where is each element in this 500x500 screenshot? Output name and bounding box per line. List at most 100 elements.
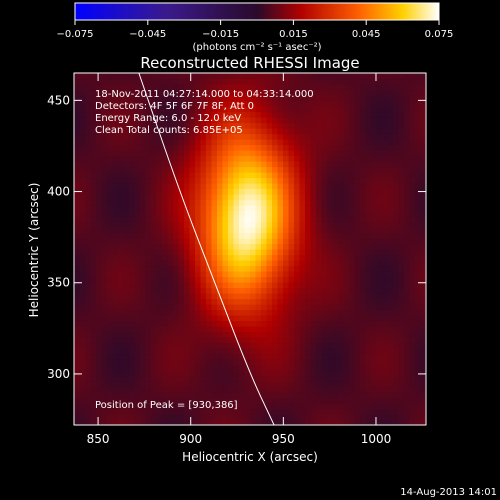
heatmap-pixel	[387, 128, 394, 135]
heatmap-pixel	[393, 293, 400, 300]
heatmap-pixel	[261, 254, 268, 261]
heatmap-pixel	[398, 216, 405, 223]
heatmap-pixel	[255, 199, 262, 206]
heatmap-pixel	[277, 106, 284, 113]
heatmap-pixel	[145, 342, 152, 349]
heatmap-pixel	[255, 359, 262, 366]
heatmap-pixel	[316, 238, 323, 245]
heatmap-pixel	[272, 293, 279, 300]
heatmap-pixel	[365, 331, 372, 338]
heatmap-pixel	[151, 78, 158, 85]
heatmap-pixel	[189, 144, 196, 151]
heatmap-pixel	[343, 375, 350, 382]
heatmap-pixel	[266, 337, 273, 344]
heatmap-pixel	[360, 100, 367, 107]
heatmap-pixel	[129, 210, 136, 217]
heatmap-pixel	[211, 287, 218, 294]
heatmap-pixel	[261, 161, 268, 168]
heatmap-pixel	[167, 254, 174, 261]
heatmap-pixel	[129, 205, 136, 212]
heatmap-pixel	[415, 254, 422, 261]
heatmap-pixel	[118, 117, 125, 124]
heatmap-pixel	[387, 392, 394, 399]
heatmap-pixel	[200, 282, 207, 289]
heatmap-pixel	[118, 370, 125, 377]
heatmap-pixel	[409, 122, 416, 129]
heatmap-pixel	[277, 375, 284, 382]
heatmap-pixel	[255, 73, 262, 80]
heatmap-pixel	[338, 194, 345, 201]
heatmap-pixel	[162, 161, 169, 168]
heatmap-pixel	[189, 397, 196, 404]
heatmap-pixel	[409, 265, 416, 272]
heatmap-pixel	[233, 386, 240, 393]
heatmap-pixel	[167, 408, 174, 415]
heatmap-pixel	[327, 122, 334, 129]
heatmap-pixel	[151, 183, 158, 190]
heatmap-pixel	[382, 227, 389, 234]
heatmap-pixel	[349, 276, 356, 283]
heatmap-pixel	[228, 106, 235, 113]
heatmap-pixel	[305, 298, 312, 305]
heatmap-pixel	[217, 419, 224, 425]
heatmap-pixel	[145, 381, 152, 388]
heatmap-pixel	[140, 276, 147, 283]
heatmap-pixel	[266, 133, 273, 140]
heatmap-pixel	[189, 205, 196, 212]
heatmap-pixel	[327, 293, 334, 300]
heatmap-pixel	[195, 320, 202, 327]
heatmap-pixel	[376, 315, 383, 322]
heatmap-pixel	[162, 414, 169, 421]
heatmap-pixel	[217, 210, 224, 217]
heatmap-pixel	[360, 238, 367, 245]
heatmap-pixel	[409, 188, 416, 195]
heatmap-pixel	[376, 364, 383, 371]
heatmap-pixel	[360, 84, 367, 91]
heatmap-pixel	[321, 370, 328, 377]
heatmap-pixel	[189, 298, 196, 305]
heatmap-pixel	[420, 199, 426, 206]
heatmap-pixel	[184, 122, 191, 129]
heatmap-pixel	[327, 309, 334, 316]
heatmap-pixel	[327, 419, 334, 425]
heatmap-pixel	[398, 320, 405, 327]
heatmap-pixel	[376, 353, 383, 360]
heatmap-pixel	[409, 216, 416, 223]
heatmap-pixel	[129, 419, 136, 425]
heatmap-pixel	[305, 348, 312, 355]
heatmap-pixel	[217, 260, 224, 267]
heatmap-pixel	[101, 205, 108, 212]
heatmap-pixel	[376, 414, 383, 421]
heatmap-pixel	[365, 359, 372, 366]
heatmap-pixel	[134, 326, 141, 333]
heatmap-pixel	[90, 320, 97, 327]
heatmap-pixel	[217, 392, 224, 399]
heatmap-pixel	[283, 337, 290, 344]
heatmap-pixel	[239, 106, 246, 113]
heatmap-pixel	[266, 73, 273, 80]
heatmap-pixel	[129, 150, 136, 157]
heatmap-pixel	[409, 304, 416, 311]
heatmap-pixel	[145, 177, 152, 184]
heatmap-pixel	[184, 298, 191, 305]
heatmap-pixel	[321, 353, 328, 360]
heatmap-pixel	[206, 122, 213, 129]
heatmap-pixel	[228, 238, 235, 245]
heatmap-pixel	[222, 320, 229, 327]
heatmap-pixel	[118, 238, 125, 245]
heatmap-pixel	[332, 326, 339, 333]
x-tick-label: 850	[87, 432, 110, 446]
heatmap-pixel	[327, 232, 334, 239]
heatmap-pixel	[261, 359, 268, 366]
heatmap-pixel	[90, 419, 97, 425]
heatmap-pixel	[239, 194, 246, 201]
heatmap-pixel	[233, 150, 240, 157]
heatmap-pixel	[162, 172, 169, 179]
heatmap-pixel	[167, 100, 174, 107]
heatmap-pixel	[107, 205, 114, 212]
heatmap-pixel	[228, 199, 235, 206]
heatmap-pixel	[239, 315, 246, 322]
heatmap-pixel	[371, 370, 378, 377]
heatmap-pixel	[74, 216, 81, 223]
heatmap-pixel	[173, 326, 180, 333]
